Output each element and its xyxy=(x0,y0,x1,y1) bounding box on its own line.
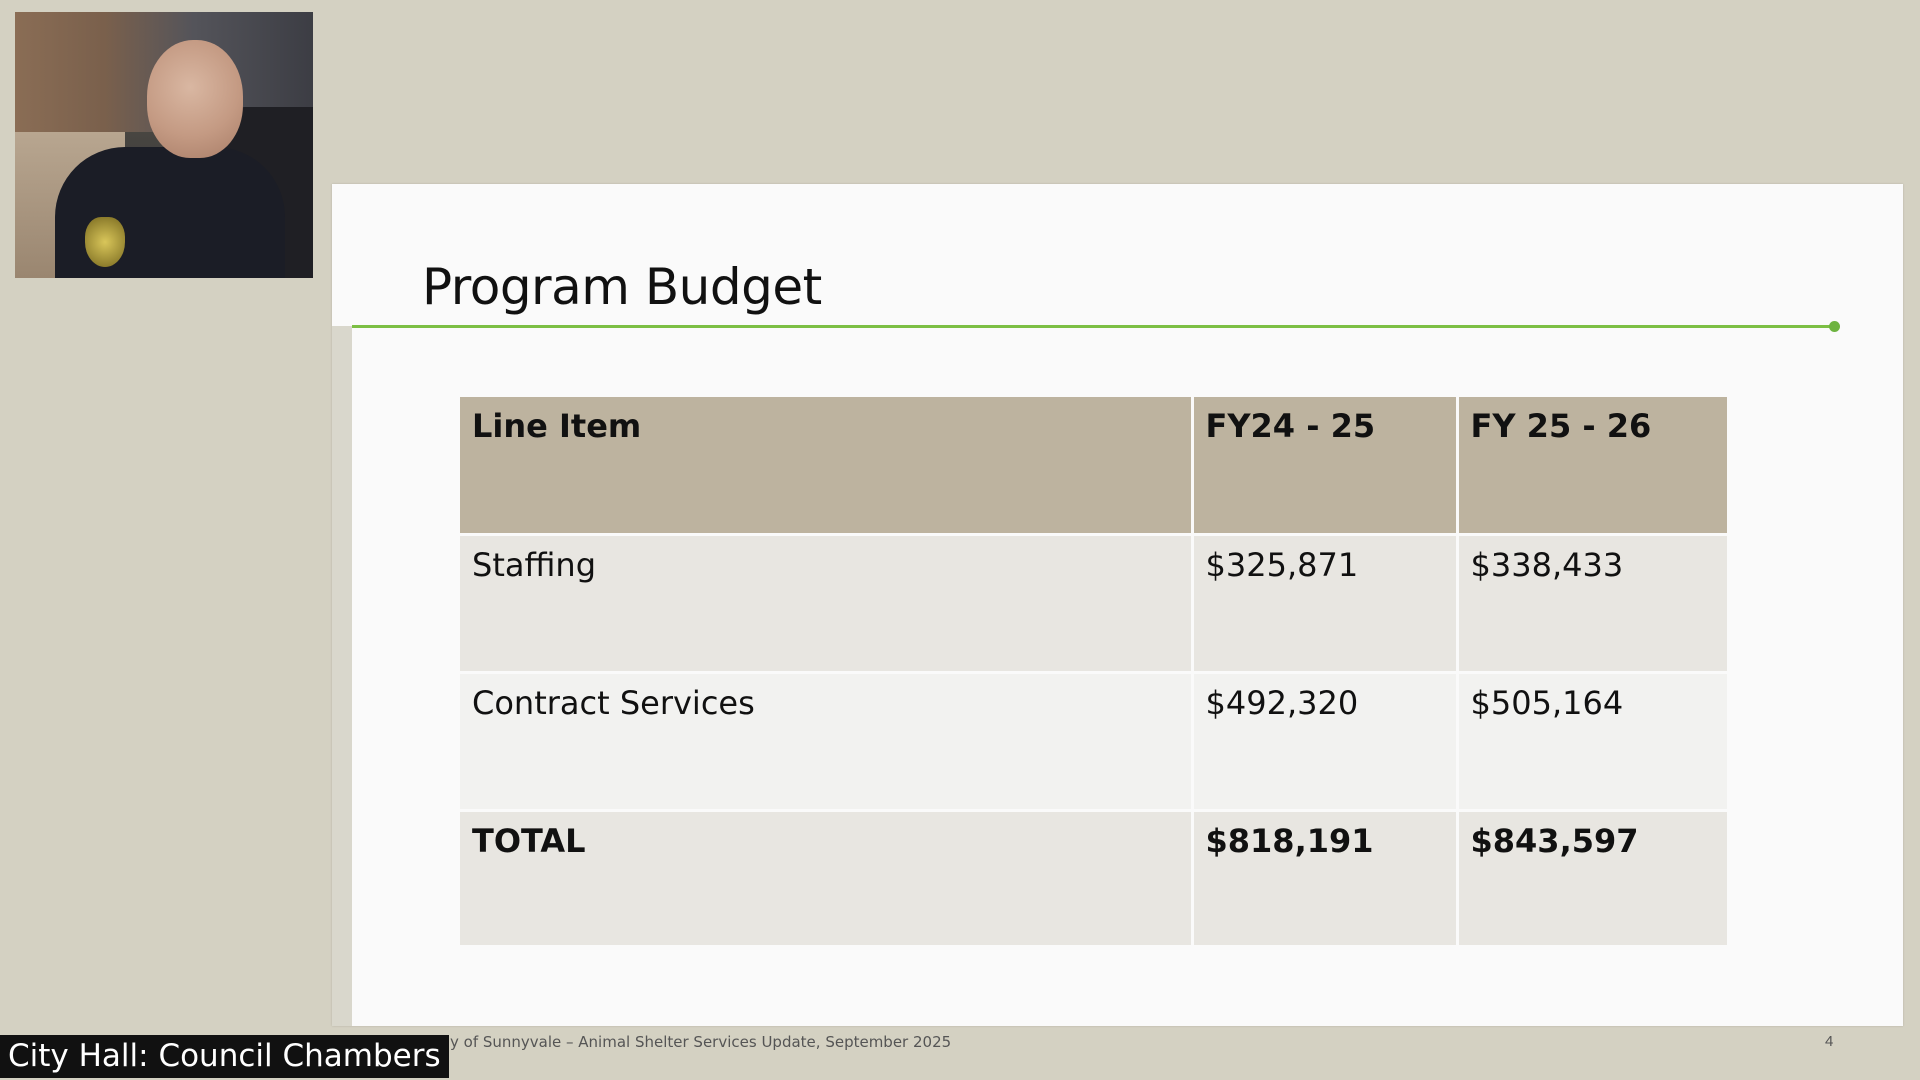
underline-dot-icon xyxy=(1829,321,1840,332)
header-line-item: Line Item xyxy=(460,397,1194,536)
table-row: Staffing $325,871 $338,433 xyxy=(460,534,1730,674)
camera-feed xyxy=(15,12,313,278)
cell-line-item: Staffing xyxy=(460,534,1194,674)
title-underline xyxy=(352,325,1836,328)
shoulder-patch-icon xyxy=(85,217,125,267)
cell-fy24-25: $492,320 xyxy=(1192,672,1459,812)
camera-person-head xyxy=(147,40,243,158)
header-fy25-26: FY 25 - 26 xyxy=(1457,397,1730,536)
location-caption: City Hall: Council Chambers xyxy=(0,1035,449,1078)
cell-fy24-25: $325,871 xyxy=(1192,534,1459,674)
cell-fy25-26: $338,433 xyxy=(1457,534,1730,674)
header-fy24-25: FY24 - 25 xyxy=(1192,397,1459,536)
cell-total-fy24-25: $818,191 xyxy=(1192,810,1459,948)
table-row: Contract Services $492,320 $505,164 xyxy=(460,672,1730,812)
watermark-logo xyxy=(1648,982,1838,1016)
cell-line-item: Contract Services xyxy=(460,672,1194,812)
table-total-row: TOTAL $818,191 $843,597 xyxy=(460,810,1730,948)
cell-total-label: TOTAL xyxy=(460,810,1194,948)
cell-total-fy25-26: $843,597 xyxy=(1457,810,1730,948)
table-header-row: Line Item FY24 - 25 FY 25 - 26 xyxy=(460,397,1730,536)
slide-title: Program Budget xyxy=(422,258,822,316)
slide-footer: y of Sunnyvale – Animal Shelter Services… xyxy=(450,1033,952,1051)
slide-side-strip xyxy=(332,326,352,1026)
cell-fy25-26: $505,164 xyxy=(1457,672,1730,812)
slide-page-number: 4 xyxy=(1825,1033,1834,1050)
budget-table: Line Item FY24 - 25 FY 25 - 26 Staffing … xyxy=(460,397,1730,948)
